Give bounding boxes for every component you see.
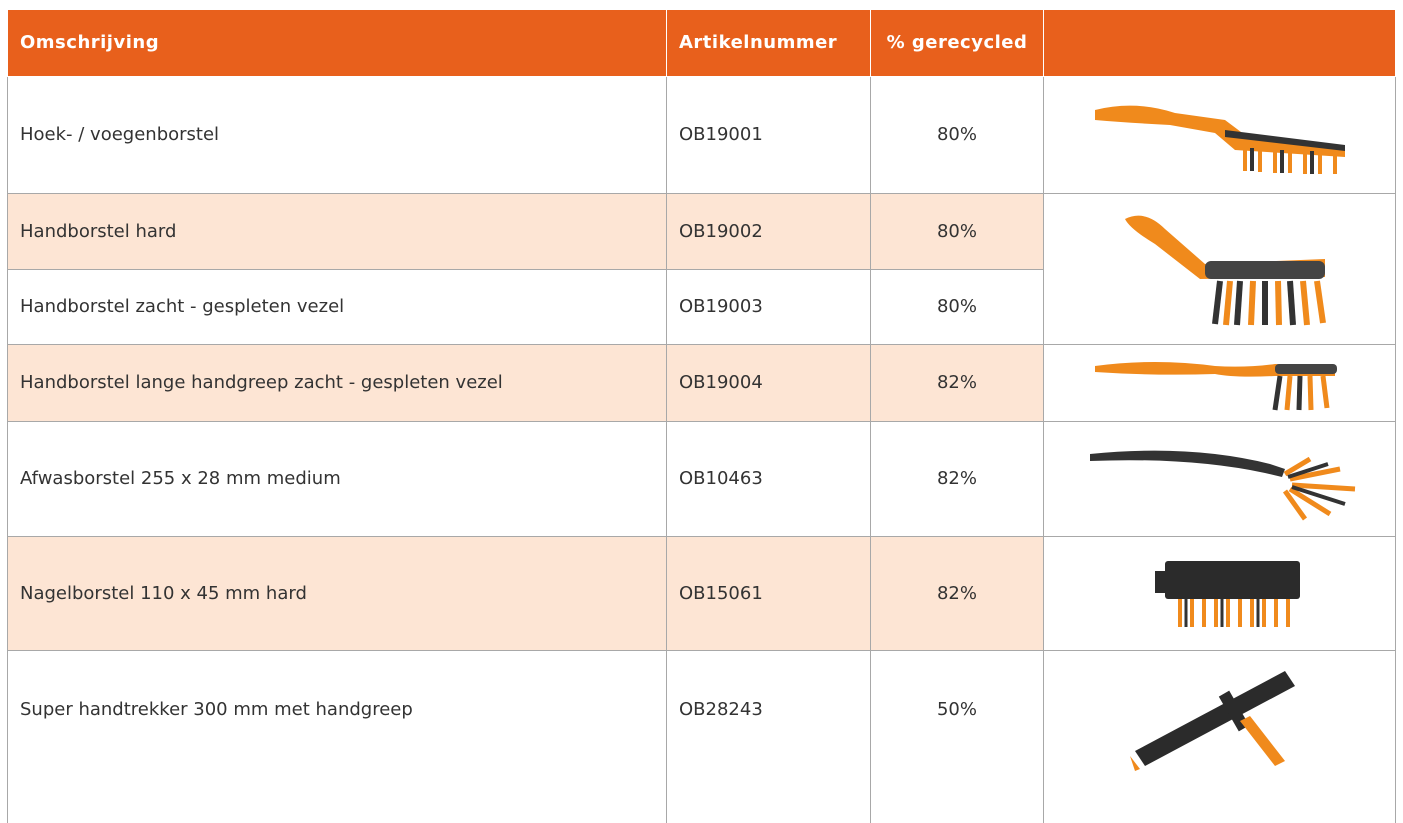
- cell: OB15061: [667, 536, 871, 650]
- image-cell: [1044, 650, 1396, 823]
- cell: 82%: [871, 344, 1044, 421]
- cell: Handborstel lange handgreep zacht - gesp…: [8, 344, 667, 421]
- header-row: Omschrijving Artikelnummer % gerecycled: [8, 10, 1396, 76]
- cell: OB28243: [667, 650, 871, 823]
- cell: Handborstel hard: [8, 193, 667, 269]
- image-cell: [1044, 193, 1396, 344]
- cell: OB10463: [667, 421, 871, 536]
- row: Handborstel hard OB19002 80%: [8, 193, 1396, 269]
- cell: 82%: [871, 421, 1044, 536]
- cell: Super handtrekker 300 mm met handgreep: [8, 650, 667, 823]
- image-cell: [1044, 536, 1396, 650]
- product-image: [1120, 543, 1320, 643]
- row: Nagelborstel 110 x 45 mm hard OB15061 82…: [8, 536, 1396, 650]
- product-image: [1075, 199, 1365, 339]
- product-image: [1070, 429, 1370, 529]
- product-image: [1100, 651, 1340, 771]
- cell: OB19001: [667, 76, 871, 193]
- cell: 80%: [871, 269, 1044, 344]
- cell: OB19004: [667, 344, 871, 421]
- header-cell: Artikelnummer: [667, 10, 871, 76]
- image-cell: [1044, 344, 1396, 421]
- cell: 50%: [871, 650, 1044, 823]
- header-cell: Omschrijving: [8, 10, 667, 76]
- cell: 80%: [871, 76, 1044, 193]
- cell: 82%: [871, 536, 1044, 650]
- header-cell: % gerecycled: [871, 10, 1044, 76]
- header-cell: [1044, 10, 1396, 76]
- row: Afwasborstel 255 x 28 mm medium OB10463 …: [8, 421, 1396, 536]
- cell: OB19003: [667, 269, 871, 344]
- cell: Handborstel zacht - gespleten vezel: [8, 269, 667, 344]
- cell: 80%: [871, 193, 1044, 269]
- cell: Hoek- / voegenborstel: [8, 76, 667, 193]
- page: Omschrijving Artikelnummer % gerecycled …: [0, 0, 1403, 823]
- image-cell: [1044, 421, 1396, 536]
- product-image: [1075, 85, 1365, 185]
- row: Super handtrekker 300 mm met handgreep O…: [8, 650, 1396, 823]
- row: Handborstel lange handgreep zacht - gesp…: [8, 344, 1396, 421]
- row: Hoek- / voegenborstel OB19001 80%: [8, 76, 1396, 193]
- product-image: [1075, 348, 1365, 418]
- image-cell: [1044, 76, 1396, 193]
- cell: Nagelborstel 110 x 45 mm hard: [8, 536, 667, 650]
- cell: Afwasborstel 255 x 28 mm medium: [8, 421, 667, 536]
- cell: OB19002: [667, 193, 871, 269]
- product-table: Omschrijving Artikelnummer % gerecycled …: [7, 10, 1396, 823]
